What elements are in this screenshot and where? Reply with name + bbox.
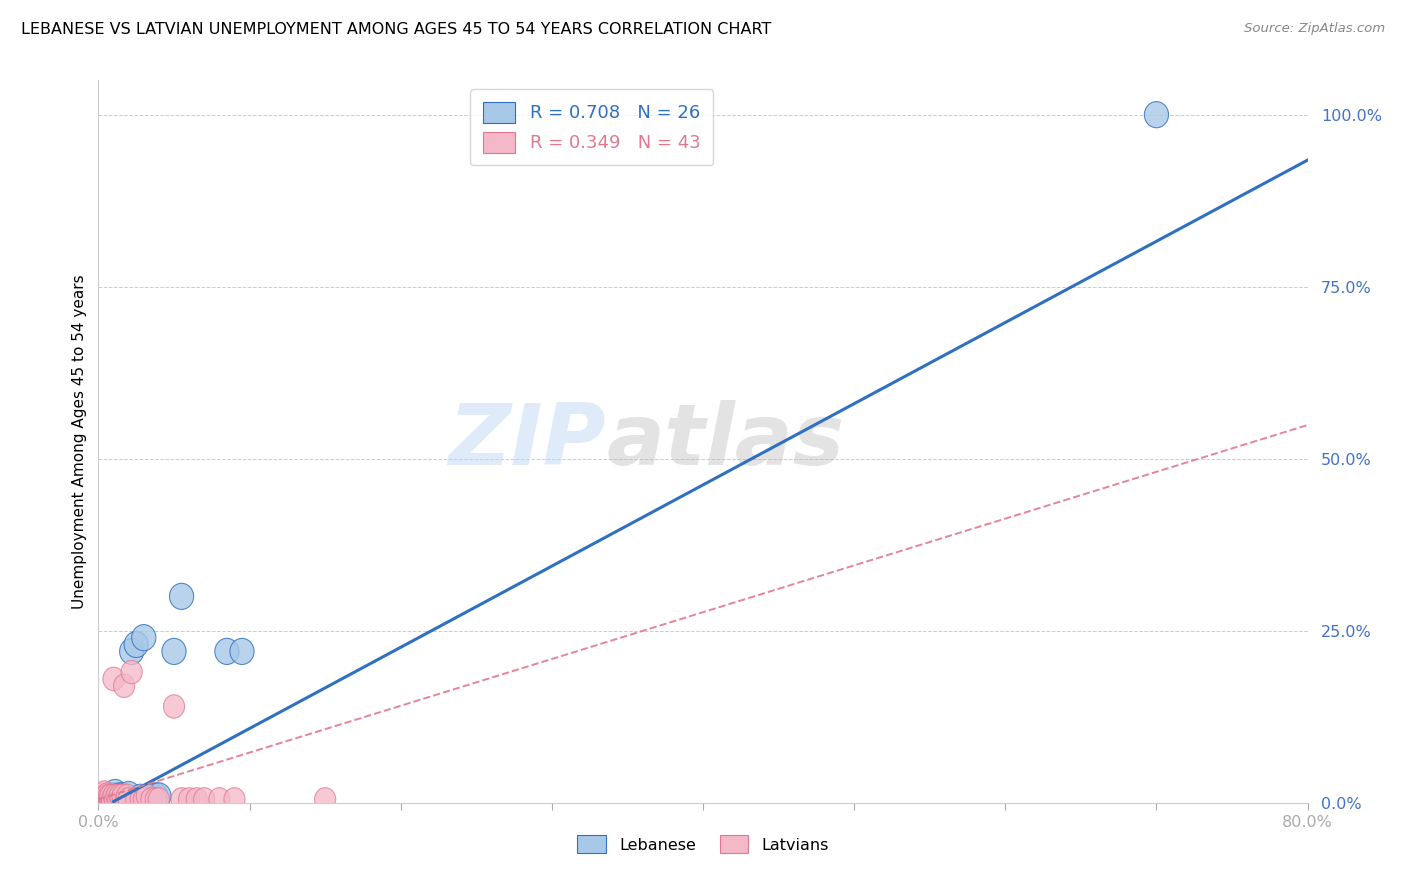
Text: LEBANESE VS LATVIAN UNEMPLOYMENT AMONG AGES 45 TO 54 YEARS CORRELATION CHART: LEBANESE VS LATVIAN UNEMPLOYMENT AMONG A…: [21, 22, 772, 37]
Ellipse shape: [1144, 102, 1168, 128]
Ellipse shape: [125, 788, 146, 811]
Ellipse shape: [100, 784, 124, 810]
Ellipse shape: [96, 784, 117, 807]
Ellipse shape: [118, 788, 139, 811]
Ellipse shape: [94, 780, 115, 805]
Ellipse shape: [94, 786, 115, 809]
Ellipse shape: [231, 639, 254, 665]
Ellipse shape: [111, 788, 132, 811]
Text: atlas: atlas: [606, 400, 845, 483]
Ellipse shape: [91, 786, 112, 809]
Ellipse shape: [97, 786, 118, 809]
Ellipse shape: [107, 788, 129, 811]
Ellipse shape: [120, 639, 143, 665]
Ellipse shape: [208, 788, 231, 811]
Ellipse shape: [104, 784, 129, 810]
Text: ZIP: ZIP: [449, 400, 606, 483]
Ellipse shape: [172, 788, 193, 811]
Ellipse shape: [110, 786, 134, 813]
Ellipse shape: [215, 639, 239, 665]
Ellipse shape: [93, 783, 114, 806]
Ellipse shape: [114, 674, 135, 698]
Ellipse shape: [124, 632, 148, 657]
Ellipse shape: [136, 784, 157, 807]
Ellipse shape: [103, 780, 127, 805]
Ellipse shape: [134, 788, 155, 811]
Ellipse shape: [107, 783, 132, 809]
Ellipse shape: [117, 784, 138, 807]
Ellipse shape: [143, 783, 167, 809]
Ellipse shape: [194, 788, 215, 811]
Ellipse shape: [121, 660, 142, 684]
Ellipse shape: [98, 788, 120, 811]
Ellipse shape: [111, 783, 135, 809]
Ellipse shape: [97, 783, 118, 806]
Ellipse shape: [131, 788, 152, 811]
Ellipse shape: [115, 788, 136, 811]
Ellipse shape: [104, 788, 125, 811]
Ellipse shape: [110, 784, 131, 807]
Ellipse shape: [163, 695, 184, 718]
Ellipse shape: [114, 784, 138, 810]
Ellipse shape: [139, 783, 163, 809]
Ellipse shape: [129, 784, 153, 810]
Y-axis label: Unemployment Among Ages 45 to 54 years: Unemployment Among Ages 45 to 54 years: [72, 274, 87, 609]
Ellipse shape: [315, 788, 336, 811]
Ellipse shape: [112, 784, 134, 807]
Ellipse shape: [162, 639, 186, 665]
Ellipse shape: [117, 781, 141, 807]
Ellipse shape: [146, 783, 172, 809]
Ellipse shape: [101, 788, 122, 811]
Ellipse shape: [93, 788, 114, 811]
Ellipse shape: [94, 784, 118, 810]
Ellipse shape: [98, 784, 120, 807]
Ellipse shape: [97, 783, 121, 809]
Ellipse shape: [96, 786, 120, 812]
Ellipse shape: [148, 788, 170, 811]
Ellipse shape: [186, 788, 207, 811]
Ellipse shape: [96, 788, 117, 811]
Ellipse shape: [101, 783, 125, 809]
Ellipse shape: [132, 624, 156, 651]
Ellipse shape: [100, 784, 121, 807]
Ellipse shape: [91, 786, 115, 813]
Ellipse shape: [170, 583, 194, 609]
Ellipse shape: [145, 788, 166, 811]
Ellipse shape: [179, 788, 200, 811]
Ellipse shape: [224, 788, 245, 811]
Ellipse shape: [103, 667, 124, 690]
Ellipse shape: [141, 788, 162, 811]
Ellipse shape: [105, 784, 127, 807]
Ellipse shape: [90, 788, 111, 811]
Text: Source: ZipAtlas.com: Source: ZipAtlas.com: [1244, 22, 1385, 36]
Ellipse shape: [98, 786, 122, 813]
Legend: Lebanese, Latvians: Lebanese, Latvians: [571, 829, 835, 860]
Ellipse shape: [100, 788, 121, 811]
Ellipse shape: [103, 784, 124, 807]
